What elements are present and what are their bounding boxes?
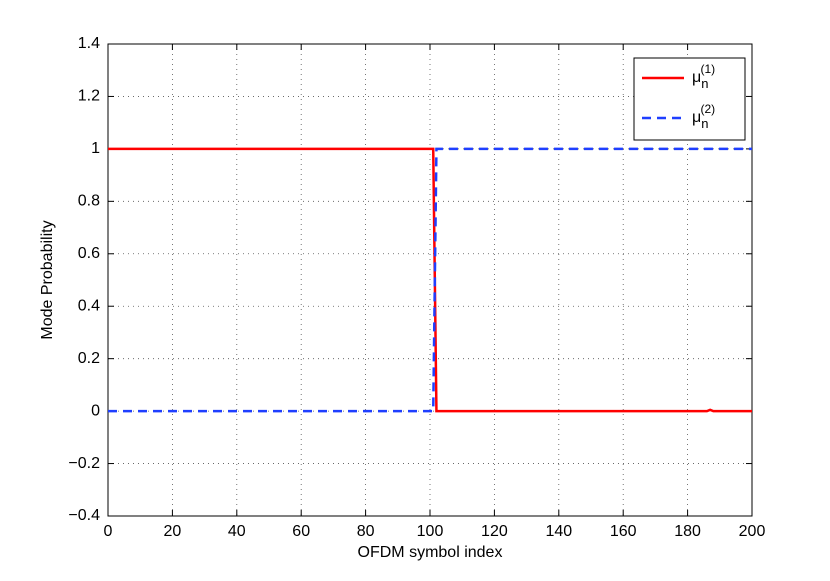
y-axis-label: Mode Probability: [39, 220, 56, 339]
y-tick-label: 0.6: [78, 245, 100, 262]
y-tick-label: 1: [91, 140, 100, 157]
x-tick-label: 80: [357, 523, 375, 540]
legend-label: μn(2): [692, 102, 715, 131]
x-tick-label: 200: [739, 523, 766, 540]
legend-box: [633, 57, 746, 141]
y-tick-label: 0.8: [78, 193, 100, 210]
x-tick-label: 20: [164, 523, 182, 540]
y-tick-label: −0.4: [68, 507, 100, 524]
x-tick-label: 0: [104, 523, 113, 540]
y-tick-label: 0.2: [78, 350, 100, 367]
x-axis-label: OFDM symbol index: [358, 544, 503, 561]
line-series: [108, 147, 752, 413]
y-tick-label: 0: [91, 402, 100, 419]
y-tick-label: −0.2: [68, 455, 100, 472]
line-series: [108, 147, 752, 413]
y-tick-label: 1.4: [78, 35, 100, 52]
x-tick-label: 180: [674, 523, 701, 540]
y-tick-label: 0.4: [78, 297, 100, 314]
x-tick-label: 40: [228, 523, 246, 540]
x-tick-label: 100: [417, 523, 444, 540]
x-tick-label: 140: [545, 523, 572, 540]
legend-label: μn(1): [692, 62, 715, 91]
x-tick-label: 120: [481, 523, 508, 540]
plot-frame: [107, 43, 753, 517]
x-tick-label: 160: [610, 523, 637, 540]
x-tick-label: 60: [292, 523, 310, 540]
y-tick-label: 1.2: [78, 88, 100, 105]
